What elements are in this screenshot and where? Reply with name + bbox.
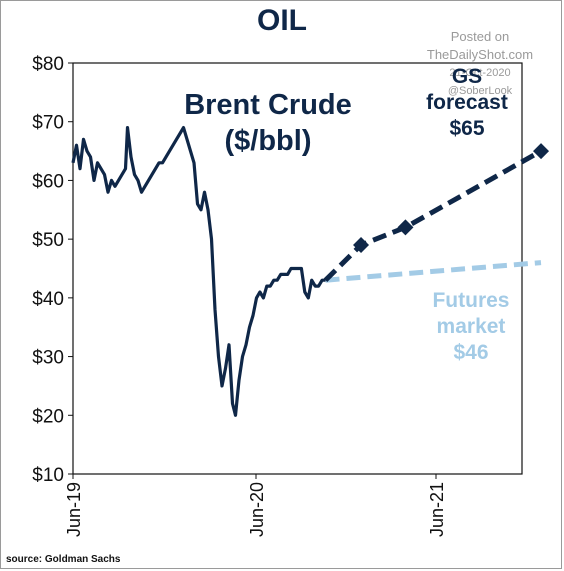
brent-crude-line [71, 125, 326, 417]
y-tick-label: $60 [32, 171, 64, 192]
gs-forecast-label: forecast [426, 91, 508, 114]
watermark: Posted on TheDailyShot.com 21-Oct-2020 @… [420, 28, 540, 100]
y-tick-label: $30 [32, 348, 64, 369]
gs-forecast-marker [397, 219, 414, 236]
futures-label: Futures [432, 289, 509, 312]
gs-forecast-line [323, 148, 543, 282]
series-title-line: Brent Crude [184, 89, 352, 121]
x-tick-label: Jun-21 [427, 482, 447, 537]
y-tick-label: $20 [32, 406, 64, 427]
source-note: source: Goldman Sachs [6, 554, 121, 565]
gs-forecast-marker [533, 143, 550, 160]
chart-title: OIL [257, 4, 307, 37]
futures-label: market [437, 315, 506, 338]
watermark-line: Posted on [450, 29, 510, 44]
series-unit-label: ($/bbl) [225, 125, 312, 157]
watermark-date: 21-Oct-2020 [449, 67, 511, 79]
y-tick-label: $10 [32, 465, 64, 486]
gs-forecast-label: GS [452, 65, 482, 88]
y-tick-label: $70 [32, 113, 64, 134]
futures-value: $46 [453, 341, 488, 364]
x-tick-label: Jun-19 [64, 482, 84, 537]
futures-market-line [325, 260, 542, 283]
gs-forecast-marker [353, 237, 370, 254]
y-tick-label: $80 [32, 54, 64, 75]
x-tick-label: Jun-20 [247, 482, 267, 537]
y-tick-label: $50 [32, 230, 64, 251]
watermark-site: TheDailyShot.com [426, 47, 534, 62]
watermark-handle: @SoberLook [447, 85, 513, 97]
y-tick-label: $40 [32, 289, 64, 310]
plot-border [72, 62, 523, 475]
gs-forecast-value: $65 [449, 117, 484, 140]
